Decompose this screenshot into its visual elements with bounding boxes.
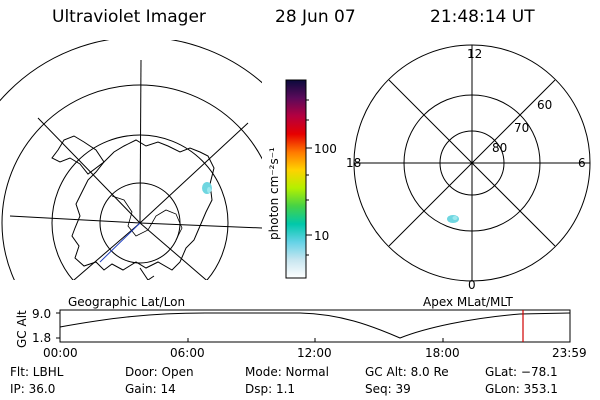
timeline-frame xyxy=(59,309,571,343)
lat-circle-middle xyxy=(51,134,229,280)
mlt-label-12: 12 xyxy=(467,47,483,61)
ip-info: IP: 36.0 xyxy=(10,382,56,396)
timeline-ytick-label-low: 1.8 xyxy=(32,331,52,345)
satellite-track xyxy=(99,222,141,263)
aurora-core-geographic xyxy=(207,187,211,193)
altitude-timeline xyxy=(56,309,571,343)
gc-altitude-curve xyxy=(59,312,571,339)
meridian-line xyxy=(139,222,262,229)
meridian-line xyxy=(139,59,142,224)
glon-info: GLon: 353.1 xyxy=(485,382,558,396)
aurora-core-magnetic xyxy=(452,216,458,220)
mlat-label-60: 60 xyxy=(537,98,553,112)
mlt-label-6: 6 xyxy=(578,156,586,170)
glat-info: GLat: −78.1 xyxy=(485,365,558,379)
timeline-xtick-label: 12:00 xyxy=(297,346,332,360)
peninsula-coastline xyxy=(51,135,105,175)
gain-info: Gain: 14 xyxy=(125,382,176,396)
door-info: Door: Open xyxy=(125,365,194,379)
meridian-line xyxy=(9,215,141,224)
meridian-line xyxy=(139,222,207,280)
mlt-diagonal xyxy=(388,79,556,247)
antarctica-coastline xyxy=(71,139,215,271)
aurora-blob-geographic xyxy=(202,182,212,194)
lat-circle-outer xyxy=(1,84,262,280)
seq-info: Seq: 39 xyxy=(365,382,411,396)
colorbar-label-100: 100 xyxy=(314,142,337,156)
colorbar-unit-label: photon cm⁻²s⁻¹ xyxy=(267,147,281,240)
timeline-xtick-label: 18:00 xyxy=(425,346,460,360)
timeline-xtick-label: 06:00 xyxy=(170,346,205,360)
instrument-title: Ultraviolet Imager xyxy=(52,7,206,27)
meridian-line xyxy=(73,222,141,280)
timeline-ytick-label-high: 9.0 xyxy=(32,307,52,321)
coastline-south xyxy=(139,267,155,280)
geographic-map-label: Geographic Lat/Lon xyxy=(68,295,186,309)
timeline-axis-title: GC Alt xyxy=(15,310,29,348)
geographic-map xyxy=(0,40,262,280)
date-label: 28 Jun 07 xyxy=(275,7,356,27)
gc-alt-info: GC Alt: 8.0 Re xyxy=(365,365,449,379)
magnetic-map-label: Apex MLat/MLT xyxy=(423,295,513,309)
mlt-label-18: 18 xyxy=(346,156,362,170)
mlat-label-80: 80 xyxy=(492,141,508,155)
mlat-label-70: 70 xyxy=(514,121,530,135)
colorbar xyxy=(285,79,307,279)
dsp-info: Dsp: 1.1 xyxy=(245,382,296,396)
mlt-label-0: 0 xyxy=(468,278,476,292)
ice-shelf-outline xyxy=(111,195,183,241)
timeline-xtick-label: 23:59 xyxy=(552,346,587,360)
meridian-line xyxy=(37,117,141,224)
mode-info: Mode: Normal xyxy=(245,365,329,379)
time-label: 21:48:14 UT xyxy=(430,7,535,27)
colorbar-label-10: 10 xyxy=(314,229,330,243)
filter-info: Flt: LBHL xyxy=(10,365,64,379)
magnetic-map xyxy=(353,44,591,282)
timeline-xtick-label: 00:00 xyxy=(43,346,78,360)
meridian-line xyxy=(139,122,249,224)
